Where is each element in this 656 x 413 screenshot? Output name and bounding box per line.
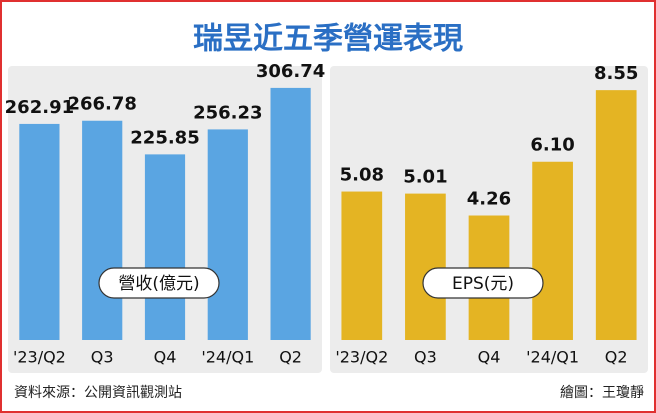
value-label: 262.91 [5, 97, 74, 118]
value-label: 5.01 [403, 167, 447, 188]
bar [19, 123, 60, 341]
bar [595, 90, 637, 341]
chart-label-box [422, 267, 544, 299]
value-label: 6.10 [530, 135, 574, 156]
value-label: 8.55 [594, 63, 638, 84]
x-tick-label: Q3 [91, 348, 114, 367]
bar [341, 191, 383, 340]
chart-label-box [98, 267, 220, 299]
page-title: 瑞昱近五季營運表現 [193, 22, 463, 57]
value-label: 266.78 [67, 94, 136, 115]
x-tick-label: '24/Q1 [526, 348, 579, 367]
x-tick-label: '24/Q1 [201, 348, 254, 367]
credit: 繪圖：王瓊靜 [560, 384, 644, 401]
x-tick-label: '23/Q2 [335, 348, 388, 367]
value-label: 256.23 [193, 102, 262, 123]
value-label: 5.08 [340, 165, 384, 186]
value-label: 225.85 [130, 127, 199, 148]
source: 資料來源：公開資訊觀測站 [14, 385, 182, 401]
bar [207, 129, 248, 340]
value-label: 4.26 [467, 189, 511, 210]
x-tick-label: '23/Q2 [13, 348, 66, 367]
x-tick-label: Q4 [154, 348, 177, 367]
bar [532, 161, 573, 340]
bar [405, 193, 446, 340]
bar [82, 120, 123, 340]
chart-label: EPS(元) [452, 274, 514, 294]
chart-label: 營收(億元) [118, 274, 199, 294]
bar [144, 154, 186, 340]
bar [270, 87, 311, 340]
x-tick-label: Q3 [414, 348, 437, 367]
value-label: 306.74 [256, 61, 325, 82]
x-tick-label: Q2 [605, 348, 628, 367]
x-tick-label: Q4 [478, 348, 501, 367]
x-tick-label: Q2 [279, 348, 302, 367]
